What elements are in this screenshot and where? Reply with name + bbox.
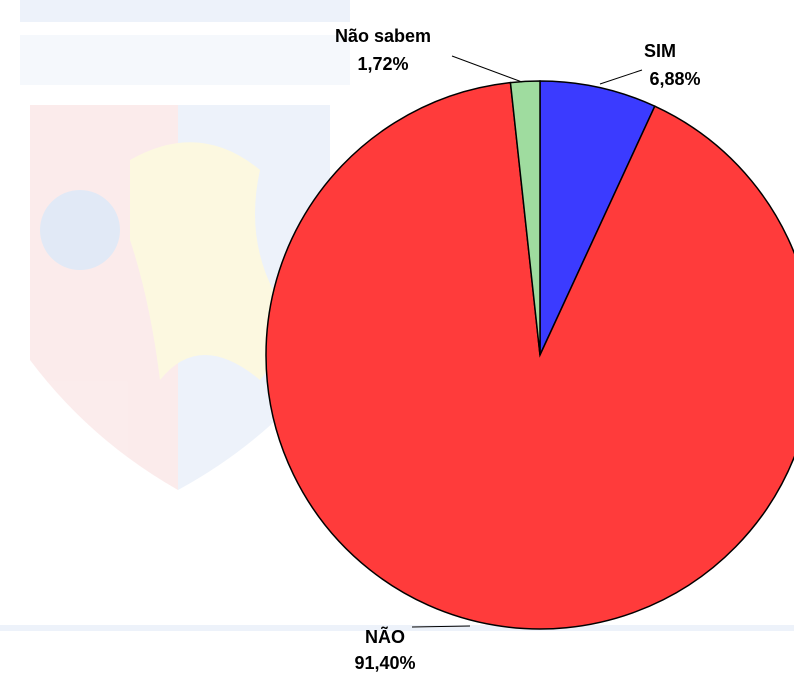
pie-slice — [265, 81, 794, 630]
labels: SIM 6,88% NÃO 91,40% Não sabem 1,72% — [335, 26, 701, 673]
category-label: NÃO — [365, 626, 405, 647]
pie — [265, 80, 794, 630]
leader-line — [451, 55, 523, 83]
value-label: 6,88% — [649, 69, 700, 89]
category-label: Não sabem — [335, 26, 431, 46]
value-label: 91,40% — [354, 653, 415, 673]
category-label: SIM — [644, 41, 676, 61]
leader-line — [411, 625, 471, 628]
pie-slice — [509, 80, 541, 356]
leader-line — [599, 69, 643, 85]
pie-slice — [539, 80, 656, 356]
value-label: 1,72% — [357, 54, 408, 74]
